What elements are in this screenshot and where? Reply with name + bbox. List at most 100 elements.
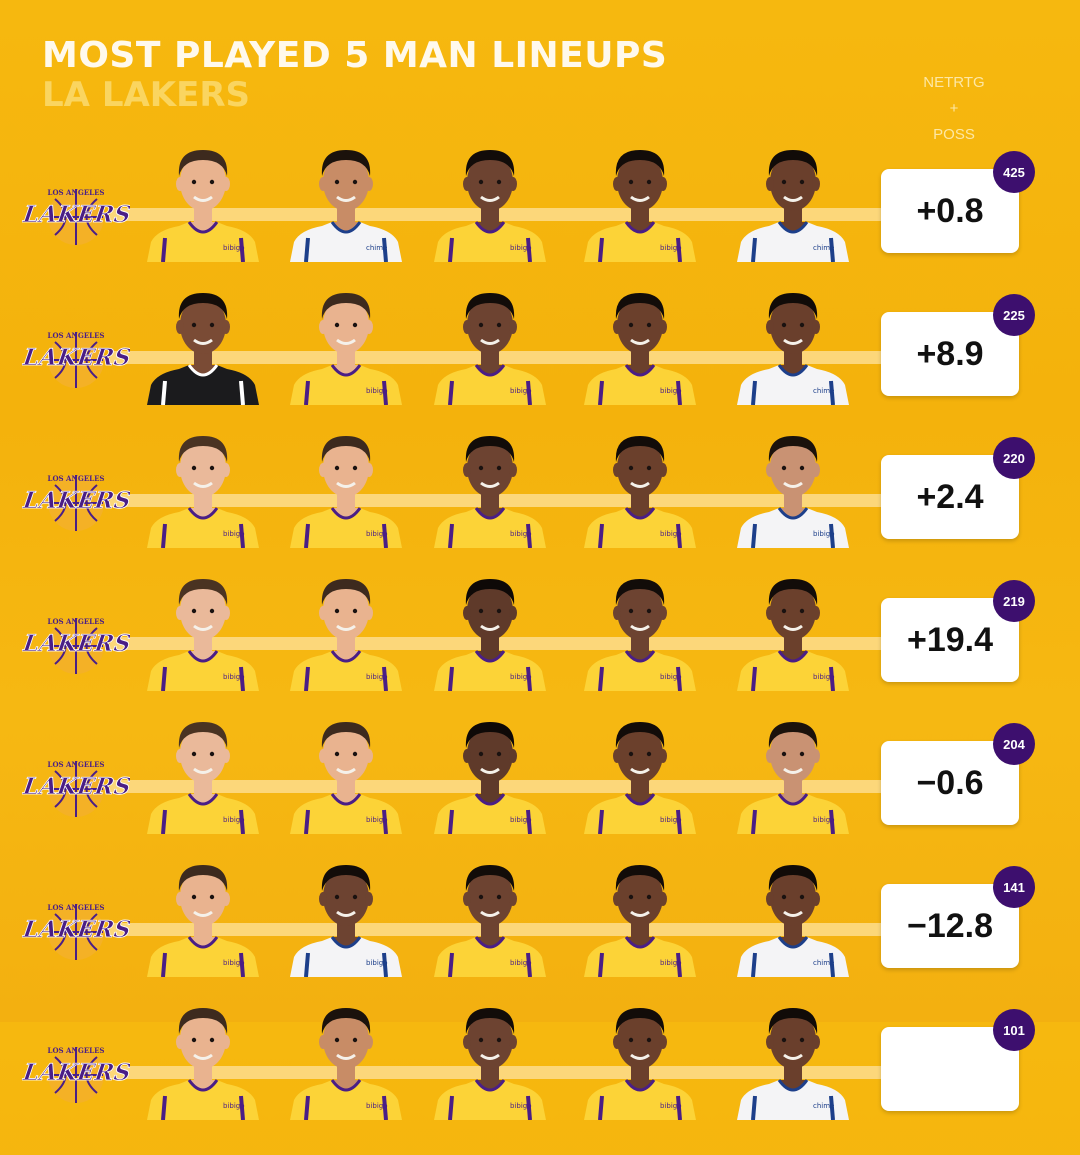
player-headshot: bibigo [143, 996, 263, 1120]
player-headshot: bibigo [286, 424, 406, 548]
player-headshot: bibigo [430, 138, 550, 262]
player-headshot: bibigo [143, 138, 263, 262]
player-headshot: bibigo [733, 567, 853, 691]
player-headshot: bibigo [143, 567, 263, 691]
svg-text:bibigo: bibigo [223, 530, 245, 538]
svg-text:bibigo: bibigo [510, 530, 532, 538]
svg-text:bibigo: bibigo [366, 673, 388, 681]
svg-text:LAKERS: LAKERS [22, 487, 130, 514]
lineup-row: LOS ANGELES LAKERS bibigo bibigo [0, 722, 1080, 869]
player-headshot: bibigo [733, 710, 853, 834]
svg-text:LAKERS: LAKERS [22, 1059, 130, 1086]
metric-poss-label: POSS [933, 126, 975, 143]
svg-text:bibigo: bibigo [223, 816, 245, 824]
player-headshot: bibigo [143, 710, 263, 834]
player-headshot: bibigo [286, 996, 406, 1120]
svg-text:bibigo: bibigo [660, 244, 682, 252]
svg-text:bibigo: bibigo [366, 530, 388, 538]
netrtg-card: −12.8 [881, 884, 1019, 968]
lineup-row: LOS ANGELES LAKERS bibigo chime [0, 150, 1080, 297]
svg-text:bibigo: bibigo [510, 959, 532, 967]
row-connector-line [110, 923, 900, 936]
player-headshot: bibigo [580, 138, 700, 262]
svg-text:bibigo: bibigo [660, 816, 682, 824]
possessions-badge: 425 [993, 151, 1035, 193]
svg-text:LAKERS: LAKERS [22, 773, 130, 800]
row-connector-line [110, 780, 900, 793]
lineup-row: LOS ANGELES LAKERS bibigo bibigo [0, 865, 1080, 1012]
lakers-logo-icon: LOS ANGELES LAKERS [20, 894, 133, 962]
lakers-logo-icon: LOS ANGELES LAKERS [20, 465, 133, 533]
row-connector-line [110, 637, 900, 650]
player-headshot: bibigo [430, 281, 550, 405]
player-headshot [143, 281, 263, 405]
player-headshot: chime [733, 138, 853, 262]
lakers-logo-icon: LOS ANGELES LAKERS [20, 608, 133, 676]
netrtg-value: −12.8 [906, 906, 994, 945]
player-headshot: bibigo [143, 853, 263, 977]
metric-plus-label: + [949, 100, 959, 117]
svg-text:LOS ANGELES: LOS ANGELES [48, 1046, 105, 1055]
svg-text:LOS ANGELES: LOS ANGELES [48, 474, 105, 483]
svg-text:LAKERS: LAKERS [22, 344, 130, 371]
lakers-logo-icon: LOS ANGELES LAKERS [20, 751, 133, 819]
metric-header: NETRTG + POSS [905, 70, 1003, 148]
player-headshot: bibigo [286, 281, 406, 405]
player-headshot: bibigo [430, 567, 550, 691]
svg-text:bibigo: bibigo [510, 673, 532, 681]
svg-text:chime: chime [366, 244, 387, 252]
svg-text:chime: chime [813, 387, 834, 395]
player-headshot: bibigo [580, 281, 700, 405]
player-headshot: bibigo [580, 853, 700, 977]
netrtg-value: +2.4 [916, 477, 984, 516]
lineup-row: LOS ANGELES LAKERS bibigo bibigo [0, 436, 1080, 583]
possessions-badge: 219 [993, 580, 1035, 622]
page-title: MOST PLAYED 5 MAN LINEUPS [42, 35, 668, 76]
svg-text:chime: chime [813, 244, 834, 252]
player-headshot: bibigo [286, 853, 406, 977]
player-headshot: bibigo [286, 710, 406, 834]
row-connector-line [110, 351, 900, 364]
svg-text:LAKERS: LAKERS [22, 630, 130, 657]
lakers-logo-icon: LOS ANGELES LAKERS [20, 1037, 133, 1105]
svg-text:bibigo: bibigo [366, 959, 388, 967]
svg-text:bibigo: bibigo [813, 530, 835, 538]
svg-text:LAKERS: LAKERS [22, 201, 130, 228]
lakers-logo-icon: LOS ANGELES LAKERS [20, 179, 133, 247]
possessions-badge: 204 [993, 723, 1035, 765]
svg-text:bibigo: bibigo [510, 816, 532, 824]
svg-text:LOS ANGELES: LOS ANGELES [48, 331, 105, 340]
netrtg-value: +19.4 [906, 620, 994, 659]
player-headshot: bibigo [580, 710, 700, 834]
svg-text:bibigo: bibigo [223, 244, 245, 252]
lineup-row: LOS ANGELES LAKERS bibigo [0, 293, 1080, 440]
player-headshot: bibigo [430, 424, 550, 548]
svg-text:bibigo: bibigo [813, 816, 835, 824]
svg-text:bibigo: bibigo [510, 387, 532, 395]
metric-netrtg-label: NETRTG [923, 74, 985, 91]
svg-text:chime: chime [813, 1102, 834, 1110]
svg-text:LOS ANGELES: LOS ANGELES [48, 903, 105, 912]
netrtg-value: −0.6 [916, 763, 984, 802]
player-headshot: bibigo [143, 424, 263, 548]
svg-text:bibigo: bibigo [660, 959, 682, 967]
possessions-badge: 101 [993, 1009, 1035, 1051]
row-connector-line [110, 494, 900, 507]
netrtg-value: +8.9 [916, 334, 984, 373]
player-headshot: bibigo [430, 853, 550, 977]
svg-text:LOS ANGELES: LOS ANGELES [48, 760, 105, 769]
row-connector-line [110, 208, 900, 221]
svg-text:bibigo: bibigo [660, 1102, 682, 1110]
lineup-row: LOS ANGELES LAKERS bibigo bibigo [0, 1008, 1080, 1155]
svg-text:LOS ANGELES: LOS ANGELES [48, 188, 105, 197]
player-headshot: chime [286, 138, 406, 262]
svg-text:bibigo: bibigo [366, 1102, 388, 1110]
player-headshot: bibigo [733, 424, 853, 548]
player-headshot: bibigo [286, 567, 406, 691]
player-headshot: bibigo [580, 424, 700, 548]
player-headshot: bibigo [580, 996, 700, 1120]
svg-text:bibigo: bibigo [223, 1102, 245, 1110]
team-subtitle: LA LAKERS [42, 75, 251, 115]
svg-text:chime: chime [813, 959, 834, 967]
svg-text:bibigo: bibigo [510, 1102, 532, 1110]
